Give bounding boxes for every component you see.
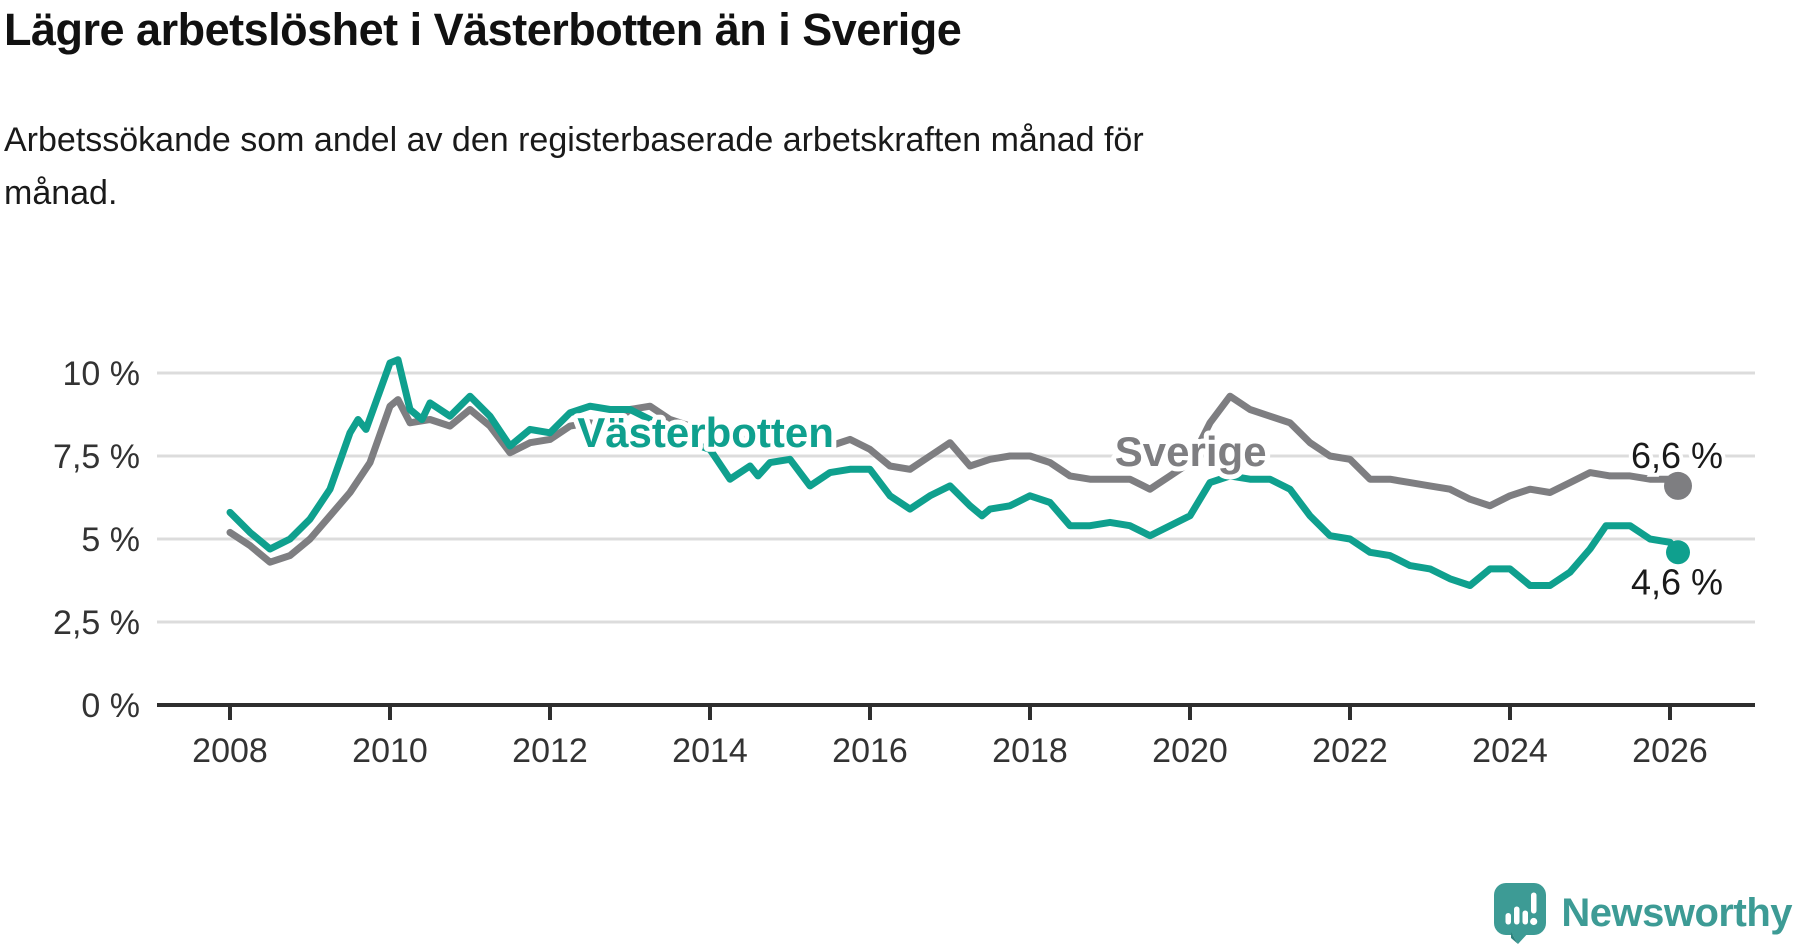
x-tick-label: 2012 [512, 732, 588, 770]
x-tick-label: 2018 [992, 732, 1068, 770]
x-tick-label: 2014 [672, 732, 748, 770]
chart-subtitle: Arbetssökande som andel av den registerb… [4, 114, 1144, 219]
y-tick-label: 5 % [81, 521, 140, 559]
y-tick-label: 10 % [63, 355, 141, 393]
series-label-sverige: Sverige [1115, 428, 1267, 475]
x-tick-label: 2020 [1152, 732, 1228, 770]
subtitle-line-1: Arbetssökande som andel av den registerb… [4, 121, 1144, 159]
y-tick-label: 0 % [81, 687, 140, 725]
y-tick-label: 7,5 % [53, 438, 140, 476]
series-line-sverige [226, 392, 1682, 566]
series-end-dot-västerbotten [1666, 540, 1690, 565]
y-tick-label: 2,5 % [53, 604, 140, 642]
newsworthy-logo: Newsworthy [1493, 882, 1792, 944]
series-label-västerbotten: Västerbotten [577, 409, 834, 456]
bar-chart-speech-bubble-icon [1494, 883, 1547, 944]
x-tick-label: 2008 [192, 732, 268, 770]
newsworthy-wordmark: Newsworthy [1561, 890, 1792, 935]
x-tick-label: 2022 [1312, 732, 1388, 770]
x-tick-label: 2024 [1472, 732, 1548, 770]
end-value-label-sverige: 6,6 % [1631, 435, 1723, 476]
line-chart: 0 % 2,5 % 5 % 7,5 % 10 % 2008 2010 2012 2014 2016… [53, 355, 1755, 770]
subtitle-line-2: månad. [4, 173, 118, 212]
x-tick-label: 2016 [832, 732, 908, 770]
x-tick-label: 2010 [352, 732, 428, 770]
end-value-label-västerbotten: 4,6 % [1631, 561, 1723, 602]
x-tick-label: 2026 [1632, 732, 1708, 770]
page-title: Lägre arbetslöshet i Västerbotten än i S… [4, 4, 962, 55]
series-end-dot-sverige [1664, 471, 1692, 500]
series-line-västerbotten [226, 356, 1682, 589]
